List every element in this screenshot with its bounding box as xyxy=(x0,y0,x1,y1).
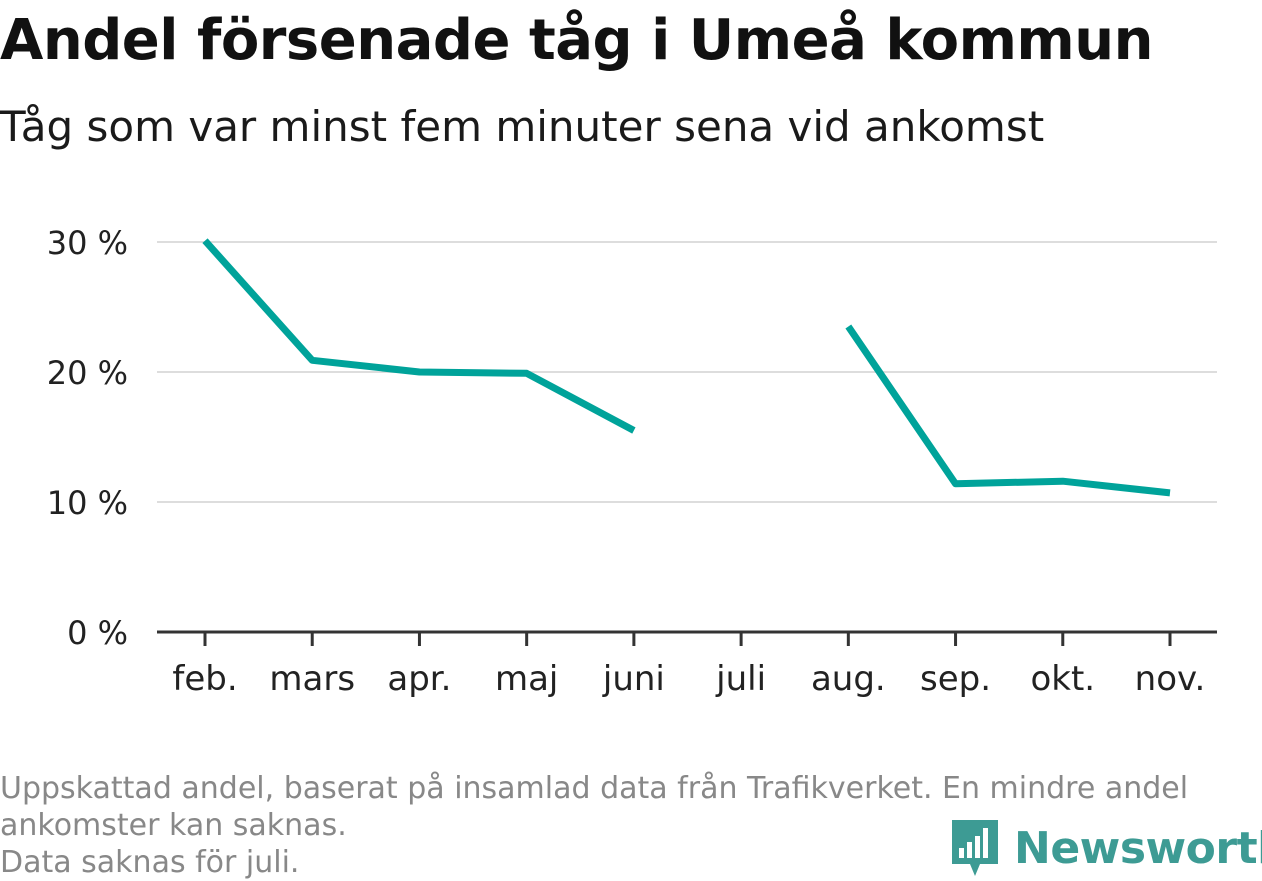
y-tick-label: 30 % xyxy=(47,224,128,262)
footnote-line: Data saknas för juli. xyxy=(0,845,300,880)
y-tick-label: 10 % xyxy=(47,484,128,522)
x-tick-label: maj xyxy=(495,659,558,699)
y-tick-label: 0 % xyxy=(67,614,128,652)
x-tick-label: apr. xyxy=(387,659,451,699)
footnote-line: Uppskattad andel, baserat på insamlad da… xyxy=(0,771,1189,806)
x-tick-label: okt. xyxy=(1030,659,1095,699)
x-tick-label: juli xyxy=(715,659,766,699)
footnote: Uppskattad andel, baserat på insamlad da… xyxy=(0,770,1250,881)
x-tick-label: sep. xyxy=(920,659,991,699)
x-tick-label: mars xyxy=(269,659,355,699)
x-tick-label: feb. xyxy=(172,659,237,699)
line-chart: 0 % 10 % 20 % 30 % feb. mars apr. maj juni juli au… xyxy=(47,224,1217,699)
chart-title: Andel försenade tåg i Umeå kommun xyxy=(0,8,1154,73)
y-tick-label: 20 % xyxy=(47,354,128,392)
chart-subtitle: Tåg som var minst fem minuter sena vid a… xyxy=(0,102,1045,151)
newsworthy-logo-icon xyxy=(952,820,998,876)
x-tick-label: nov. xyxy=(1135,659,1206,699)
newsworthy-brand: Newsworthy xyxy=(950,818,1262,878)
footnote-line: ankomster kan saknas. xyxy=(0,808,347,843)
x-tick-label: aug. xyxy=(811,659,886,699)
brand-name: Newsworthy xyxy=(1014,822,1262,874)
series-line xyxy=(845,324,1171,497)
x-tick-label: juni xyxy=(602,659,665,699)
series-line xyxy=(202,238,636,434)
